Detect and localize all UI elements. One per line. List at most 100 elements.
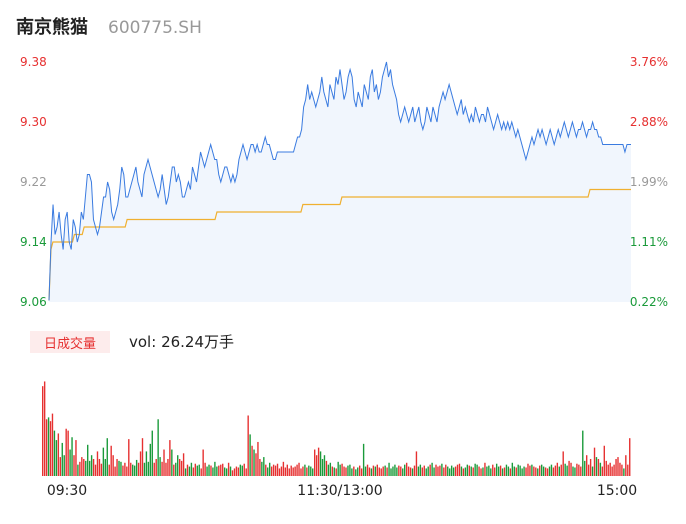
volume-bar — [499, 465, 502, 476]
time-tick-label: 11:30/13:00 — [297, 483, 382, 499]
volume-bar — [490, 468, 492, 476]
price-tick-label: 9.14 — [20, 235, 47, 249]
volume-bar — [595, 457, 598, 476]
volume-bar — [613, 464, 615, 476]
volume-bar — [374, 466, 377, 476]
volume-bar — [423, 465, 425, 476]
volume-value: 26.24万手 — [161, 333, 235, 351]
volume-bar — [398, 465, 400, 476]
volume-bar — [360, 468, 363, 476]
volume-bar — [65, 428, 67, 476]
volume-bar — [87, 444, 89, 476]
volume-bar — [517, 464, 519, 476]
volume-bar — [449, 468, 451, 476]
volume-bar — [83, 458, 85, 476]
volume-badge[interactable]: 日成交量 — [30, 331, 110, 353]
volume-bar — [323, 455, 326, 476]
volume-bar — [145, 451, 148, 476]
volume-bar — [327, 464, 330, 476]
volume-bar — [533, 466, 535, 476]
volume-bar — [421, 467, 424, 476]
time-tick-label: 15:00 — [597, 483, 637, 499]
volume-bar — [171, 449, 173, 476]
volume-bar — [114, 466, 116, 476]
volume-bar — [505, 464, 508, 476]
volume-bar — [75, 440, 77, 476]
volume-bar — [233, 468, 236, 476]
volume-bar — [210, 465, 212, 476]
volume-bar — [292, 467, 294, 476]
volume-bar — [284, 467, 287, 476]
volume-bar — [468, 465, 470, 476]
volume-bar — [415, 451, 418, 476]
volume-bar — [133, 465, 136, 476]
volume-bar — [458, 463, 461, 476]
volume-bar — [407, 466, 410, 476]
volume-bar — [143, 462, 146, 476]
volume-bar — [276, 463, 279, 476]
volume-bar — [317, 447, 320, 476]
price-line — [48, 61, 631, 301]
pct-tick-label: 2.88% — [630, 115, 668, 129]
volume-bar — [562, 451, 564, 476]
volume-bar — [527, 463, 529, 476]
volume-bar — [112, 455, 114, 476]
volume-bar — [223, 467, 226, 476]
price-tick-label: 9.30 — [20, 115, 47, 129]
volume-bar — [177, 455, 179, 476]
volume-bar — [161, 461, 163, 476]
volume-bar — [239, 464, 242, 476]
volume-bar — [198, 464, 200, 476]
volume-bar — [511, 462, 514, 476]
volume-bar — [81, 457, 83, 476]
volume-bar — [548, 466, 551, 476]
volume-bar — [619, 462, 621, 476]
volume-bar — [390, 468, 392, 476]
volume-bar — [312, 468, 314, 476]
volume-bar — [402, 468, 404, 476]
volume-bar — [155, 458, 157, 476]
volume-bar — [237, 467, 240, 476]
volume-bar — [106, 438, 108, 476]
volume-bar — [306, 467, 308, 476]
volume-bar — [343, 466, 345, 476]
volume-bar — [439, 465, 441, 476]
volume-bar — [537, 468, 539, 476]
volume-bar — [88, 460, 91, 476]
volume-bar — [355, 469, 357, 476]
volume-bar — [542, 466, 545, 476]
volume-bar — [175, 462, 177, 476]
volume-bar — [296, 464, 298, 476]
volume-bar — [611, 466, 613, 476]
volume-bar — [45, 419, 48, 476]
volume-bar — [220, 464, 222, 476]
volume-bar — [249, 434, 251, 476]
volume-bar — [173, 464, 175, 476]
volume-bar — [372, 465, 375, 476]
volume-bar — [380, 468, 382, 476]
volume-bar — [337, 461, 339, 476]
volume-bar — [466, 464, 469, 476]
volume-bar — [49, 421, 52, 476]
volume-bar — [116, 458, 118, 476]
volume-bar — [509, 468, 512, 476]
volume-bar — [470, 466, 472, 476]
volume-bar — [225, 468, 228, 476]
volume-bar — [482, 467, 484, 476]
volume-bar — [180, 460, 183, 476]
volume-bar — [566, 465, 568, 476]
volume-bar — [267, 467, 269, 476]
volume-bar — [351, 468, 353, 476]
volume-bar — [494, 467, 496, 476]
volume-bar — [603, 445, 605, 476]
volume-bar — [186, 464, 189, 476]
volume-bar — [445, 464, 447, 476]
volume-bar — [454, 466, 457, 476]
volume-bar — [627, 464, 629, 476]
volume-bar — [282, 461, 285, 476]
volume-bar — [503, 467, 506, 476]
volume-bar — [476, 464, 478, 476]
volume-bar — [405, 462, 408, 476]
volume-bar — [124, 462, 126, 476]
volume-bar — [147, 461, 150, 476]
